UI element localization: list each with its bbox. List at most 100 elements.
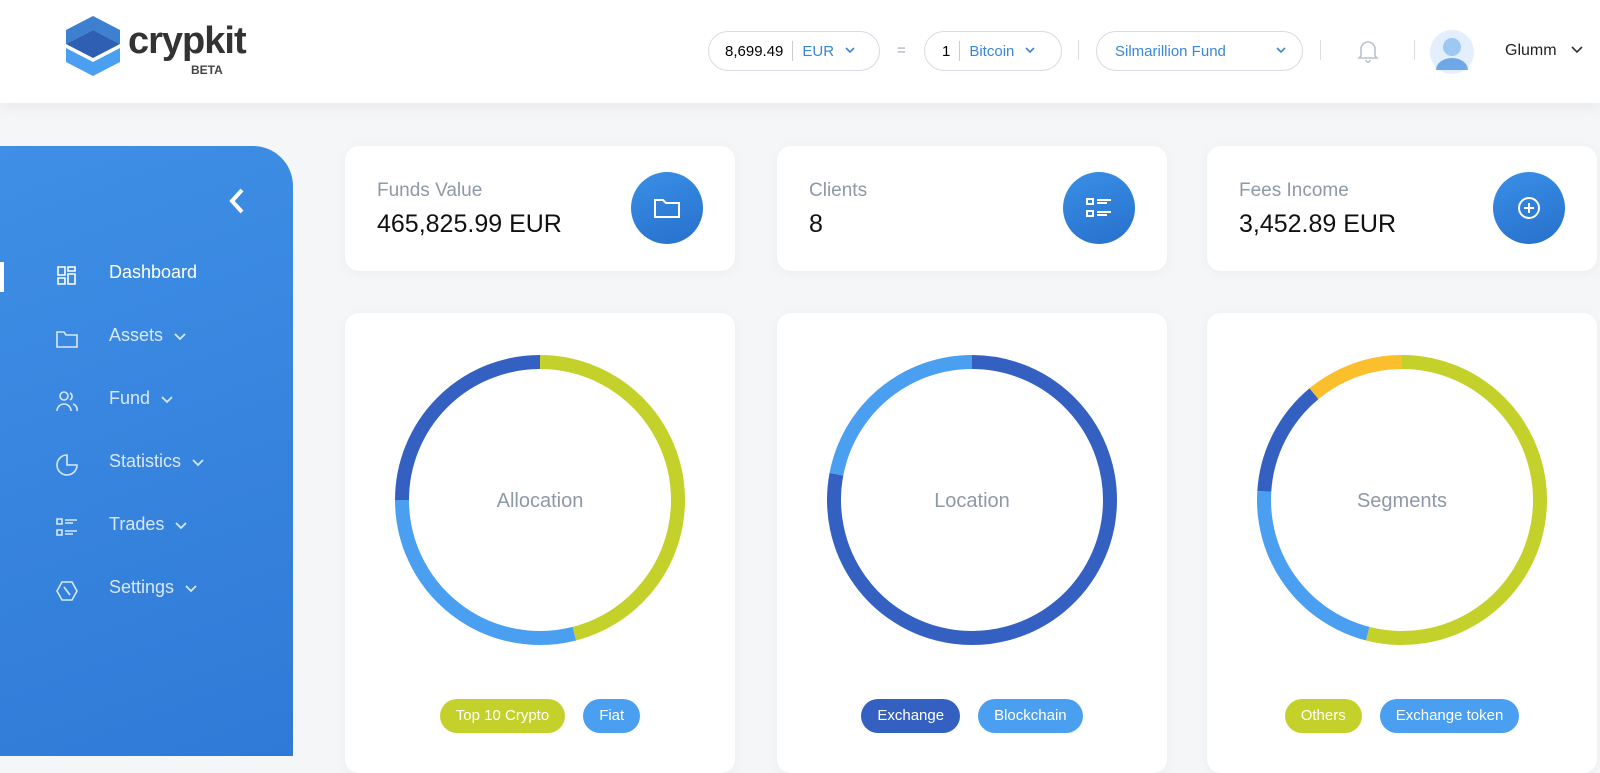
chevron (174, 333, 186, 341)
icon-shape (654, 199, 680, 218)
donut-segment (395, 499, 577, 645)
menu-item[interactable]: Dashboard (109, 262, 198, 282)
chevron (175, 522, 187, 530)
legend-item: Blockchain (978, 699, 1083, 733)
page: crypkit BETA 8,699.49 EUR = 1 Bitcoin Silm… (0, 0, 1600, 756)
chart-card: Location Exchange Blockchain (777, 313, 1167, 773)
user-name[interactable]: Glumm (1505, 42, 1557, 59)
divider (1078, 40, 1079, 60)
chevron (845, 47, 855, 54)
menu-item[interactable]: Statistics (109, 451, 182, 471)
stat-label: Funds Value (377, 180, 483, 201)
legend: Others Exchange token (1207, 699, 1597, 733)
sidebar: Dashboard Assets Fund Statistics Trades Setti… (0, 146, 293, 756)
menu-icon (56, 391, 78, 412)
amount-select[interactable]: 8,699.49 EUR (708, 31, 880, 71)
donut-chart: Allocation (395, 355, 685, 645)
fund-select[interactable]: Silmarillion Fund (1096, 31, 1303, 71)
donut-segment (1309, 355, 1403, 400)
quantity: 1 (942, 42, 951, 60)
header: crypkit BETA 8,699.49 EUR = 1 Bitcoin Silm… (0, 0, 1600, 103)
menu-icon (56, 518, 77, 536)
stat-card: Fees Income 3,452.89 EUR (1207, 146, 1597, 271)
stat-icon (1493, 172, 1565, 244)
chevron (1276, 47, 1286, 54)
currency: EUR (802, 42, 835, 60)
chevron-shape (192, 459, 204, 467)
avatar[interactable] (1430, 30, 1474, 74)
chart-card: Allocation Top 10 Crypto Fiat (345, 313, 735, 773)
divider (1320, 40, 1321, 60)
icon (654, 199, 680, 218)
icon-shape (56, 454, 78, 476)
chevron-shape (185, 585, 197, 593)
stat-icon (631, 172, 703, 244)
menu-icon (56, 454, 78, 476)
equals: = (897, 42, 906, 59)
legend-item: Fiat (583, 699, 641, 733)
collapse-button[interactable] (226, 186, 250, 216)
active-indicator (0, 262, 4, 292)
donut-segment (827, 355, 1117, 645)
icon-shape (56, 391, 78, 412)
chart-card: Segments Others Exchange token (1207, 313, 1597, 773)
icon-shape (1518, 197, 1541, 219)
stat-value: 3,452.89 EUR (1239, 210, 1397, 238)
icon-shape (56, 581, 78, 601)
chevron (192, 459, 204, 467)
legend-item: Others (1284, 699, 1362, 733)
coin-select[interactable]: 1 Bitcoin (924, 31, 1062, 71)
legend: Exchange Blockchain (777, 699, 1167, 733)
logo: crypkit (128, 20, 247, 62)
menu-icon (57, 266, 76, 285)
chevron (1025, 47, 1035, 54)
chevron-shape (175, 522, 187, 530)
menu-item[interactable]: Fund (109, 388, 151, 408)
donut-chart: Location (827, 355, 1117, 645)
icon-shape (57, 266, 76, 285)
chevron-shape (161, 396, 173, 404)
donut-segment (1257, 490, 1370, 641)
stat-label: Fees Income (1239, 180, 1349, 201)
beta-badge: BETA (191, 63, 223, 77)
icon (1086, 198, 1111, 217)
menu-icon (56, 331, 78, 348)
chevron (1571, 46, 1583, 54)
legend-item: Exchange token (1379, 699, 1520, 733)
legend-item: Top 10 Crypto (439, 699, 566, 733)
donut-chart: Segments (1257, 355, 1547, 645)
donut-segment (1365, 355, 1547, 645)
icon-shape (56, 518, 77, 536)
stat-card: Clients 8 (777, 146, 1167, 271)
donut-segment (829, 355, 973, 476)
menu-item[interactable]: Settings (109, 577, 175, 597)
logo-icon (66, 16, 120, 76)
menu-item[interactable]: Trades (109, 514, 165, 534)
chevron (185, 585, 197, 593)
chevron (161, 396, 173, 404)
donut-segment (539, 355, 685, 641)
icon-shape (1086, 198, 1111, 217)
donut-segment (395, 355, 541, 501)
menu-icon (56, 581, 78, 601)
amount: 8,699.49 (725, 42, 784, 60)
divider (1414, 40, 1415, 60)
icon-shape (56, 331, 78, 348)
stat-value: 465,825.99 EUR (377, 210, 562, 238)
coin: Bitcoin (969, 42, 1015, 60)
stat-label: Clients (809, 180, 868, 201)
bell-icon[interactable] (1356, 38, 1380, 64)
stat-value: 8 (809, 210, 823, 238)
icon (1518, 197, 1541, 219)
menu-item[interactable]: Assets (109, 325, 164, 345)
donut-segment (1257, 388, 1319, 492)
chart-title: Segments (1357, 490, 1447, 512)
stat-card: Funds Value 465,825.99 EUR (345, 146, 735, 271)
chart-title: Location (934, 490, 1010, 512)
chevron-shape (174, 333, 186, 341)
legend: Top 10 Crypto Fiat (345, 699, 735, 733)
chart-title: Allocation (497, 490, 584, 512)
legend-item: Exchange (861, 699, 961, 733)
fund: Silmarillion Fund (1115, 42, 1226, 60)
stat-icon (1063, 172, 1135, 244)
